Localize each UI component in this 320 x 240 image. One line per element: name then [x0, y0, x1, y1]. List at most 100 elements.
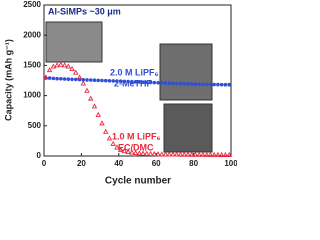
point — [174, 81, 179, 86]
point — [141, 80, 145, 84]
point — [212, 82, 216, 87]
point — [47, 76, 52, 80]
y-tick-label: 500 — [28, 121, 42, 130]
point — [59, 77, 63, 81]
point — [51, 76, 56, 81]
point — [223, 82, 228, 87]
x-tick-label: 0 — [42, 159, 47, 168]
point — [62, 77, 67, 81]
point — [170, 151, 176, 157]
point — [156, 80, 160, 85]
x-tick-label: 20 — [77, 159, 86, 168]
chart: Al-SiMPs ~30 μm 2.0 M LiPF₆ 2-MeTHF 1.0 … — [3, 0, 237, 187]
point — [99, 120, 105, 126]
point — [114, 144, 120, 150]
point — [166, 151, 173, 157]
point — [197, 82, 202, 87]
point — [226, 151, 232, 158]
point — [193, 82, 198, 86]
point — [219, 82, 224, 87]
annotation: 2.0 M LiPF₆ — [110, 67, 159, 77]
annotation: EC/DMC — [118, 142, 154, 152]
point — [155, 151, 161, 157]
x-tick-label: 60 — [152, 159, 161, 168]
point — [58, 61, 64, 67]
sem-inset — [163, 103, 213, 153]
point — [227, 82, 231, 87]
point — [121, 148, 128, 154]
point — [151, 151, 158, 157]
point — [46, 67, 53, 73]
point — [145, 80, 149, 85]
point — [188, 151, 195, 157]
x-tick-label: 100 — [224, 159, 237, 168]
point — [185, 151, 191, 157]
point — [137, 80, 142, 84]
point — [50, 63, 57, 69]
point — [182, 81, 187, 86]
sem-inset — [45, 21, 103, 63]
point — [115, 79, 119, 83]
point — [201, 82, 205, 87]
point — [55, 76, 59, 81]
point — [222, 151, 229, 157]
point — [130, 79, 134, 84]
point — [96, 78, 101, 83]
point — [207, 151, 214, 157]
point — [208, 82, 213, 87]
point — [118, 79, 123, 84]
point — [133, 80, 138, 84]
annotation: 1.0 M LiPF₆ — [112, 131, 161, 141]
point — [85, 78, 89, 82]
point — [148, 80, 153, 85]
point — [218, 151, 225, 157]
point — [189, 82, 194, 86]
point — [92, 78, 97, 82]
point — [171, 81, 175, 86]
y-tick-label: 1500 — [23, 61, 41, 70]
point — [163, 81, 168, 85]
point — [80, 80, 87, 86]
point — [88, 78, 93, 82]
point — [160, 81, 164, 85]
point — [177, 151, 184, 157]
point — [136, 150, 143, 156]
point — [54, 62, 60, 68]
point — [178, 81, 183, 86]
point — [216, 82, 220, 87]
point — [122, 79, 127, 84]
point — [81, 77, 86, 82]
point — [140, 150, 146, 156]
point — [129, 149, 135, 155]
point — [73, 69, 79, 75]
y-axis-label: Capacity (mAh g⁻¹) — [3, 39, 13, 121]
point — [215, 151, 221, 157]
point — [70, 77, 74, 82]
point — [100, 78, 104, 83]
point — [211, 151, 217, 157]
point — [126, 79, 130, 84]
point — [65, 63, 72, 69]
point — [111, 79, 115, 83]
y-tick-label: 0 — [37, 151, 42, 160]
annotation: 2-MeTHF — [114, 78, 153, 88]
point — [196, 151, 202, 157]
point — [107, 79, 112, 83]
chart-title: Al-SiMPs ~30 μm — [48, 6, 121, 16]
point — [61, 62, 68, 68]
point — [147, 150, 154, 157]
point — [103, 78, 108, 83]
point — [102, 128, 109, 134]
y-tick-label: 2500 — [23, 0, 41, 9]
point — [203, 151, 210, 157]
plot-frame — [43, 4, 232, 157]
point — [162, 151, 169, 157]
point — [159, 151, 165, 157]
point — [84, 87, 90, 93]
point — [69, 65, 75, 71]
point — [186, 82, 190, 86]
point — [132, 149, 139, 156]
point — [95, 111, 101, 117]
point — [73, 77, 78, 82]
point — [66, 77, 71, 81]
